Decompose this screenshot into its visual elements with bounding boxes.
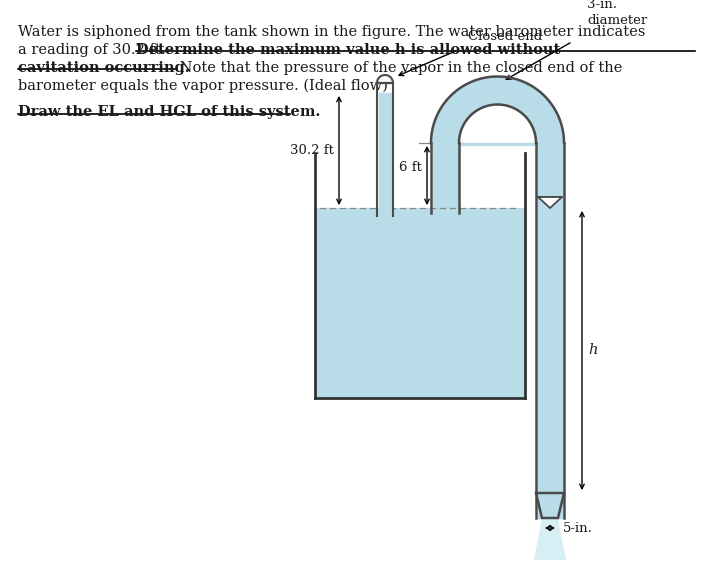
Polygon shape xyxy=(431,77,564,143)
Text: 5-in.: 5-in. xyxy=(563,521,593,535)
Text: 3-in.
diameter: 3-in. diameter xyxy=(588,0,647,26)
Polygon shape xyxy=(536,493,564,518)
Polygon shape xyxy=(538,197,562,208)
Text: 30.2 ft: 30.2 ft xyxy=(290,144,334,157)
Text: Closed end: Closed end xyxy=(468,30,543,43)
Text: Determine the maximum value h is allowed without: Determine the maximum value h is allowed… xyxy=(136,43,560,57)
Text: 6 ft: 6 ft xyxy=(399,161,422,174)
Polygon shape xyxy=(315,208,525,398)
Text: h: h xyxy=(588,343,597,358)
Text: a reading of 30.2 ft.: a reading of 30.2 ft. xyxy=(18,43,170,57)
Polygon shape xyxy=(534,518,566,560)
Polygon shape xyxy=(377,75,393,83)
Text: barometer equals the vapor pressure. (Ideal flow): barometer equals the vapor pressure. (Id… xyxy=(18,79,388,93)
Text: Water is siphoned from the tank shown in the figure. The water barometer indicat: Water is siphoned from the tank shown in… xyxy=(18,25,645,39)
Text: cavitation occurring.: cavitation occurring. xyxy=(18,61,190,75)
Text: Draw the EL and HGL of this system.: Draw the EL and HGL of this system. xyxy=(18,105,320,119)
Text: Note that the pressure of the vapor in the closed end of the: Note that the pressure of the vapor in t… xyxy=(175,61,622,75)
